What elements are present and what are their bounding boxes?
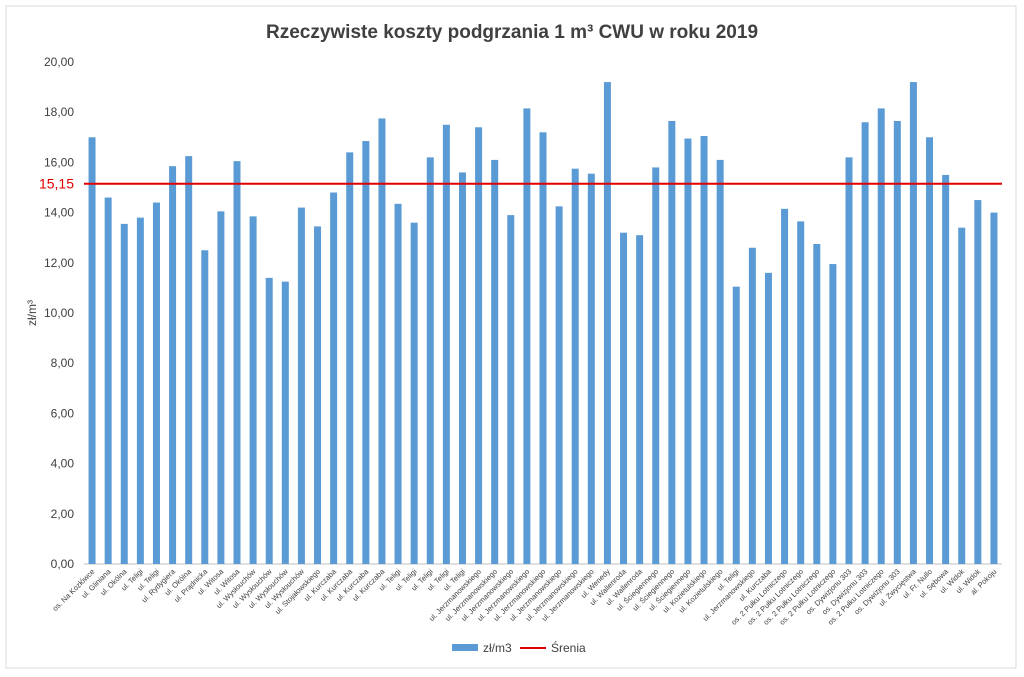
bar — [442, 124, 450, 564]
bar — [926, 137, 934, 565]
bar — [716, 159, 724, 564]
legend-swatch — [452, 644, 478, 651]
y-tick-label: 16,00 — [44, 155, 74, 169]
y-tick-label: 0,00 — [51, 557, 75, 571]
bar — [587, 173, 595, 564]
chart-title: Rzeczywiste koszty podgrzania 1 m³ CWU w… — [266, 22, 758, 43]
bar — [893, 120, 901, 565]
bar — [378, 118, 386, 564]
y-tick-label: 2,00 — [51, 507, 75, 521]
average-label: 15,15 — [39, 176, 74, 192]
bar — [668, 120, 676, 565]
y-axis-label: zł/m³ — [25, 300, 39, 326]
y-tick-label: 4,00 — [51, 457, 75, 471]
bar — [185, 156, 193, 564]
bar — [845, 157, 853, 564]
bar — [652, 167, 660, 565]
bar — [152, 202, 160, 564]
bar — [877, 108, 885, 564]
bar — [314, 226, 322, 564]
y-tick-label: 10,00 — [44, 306, 74, 320]
bar — [990, 212, 998, 564]
bar — [781, 208, 789, 564]
bar — [217, 211, 225, 564]
bar — [958, 227, 966, 564]
bar — [136, 217, 144, 564]
bar — [410, 222, 418, 564]
bar — [297, 207, 305, 564]
bar — [523, 108, 531, 564]
y-tick-label: 20,00 — [44, 55, 74, 69]
bar — [620, 232, 628, 564]
bar — [732, 286, 740, 564]
bar — [475, 127, 483, 564]
bar — [700, 136, 708, 565]
bar — [265, 277, 273, 564]
bar — [491, 159, 499, 564]
bar — [507, 215, 515, 565]
bar — [829, 264, 837, 564]
bar — [426, 157, 434, 564]
bar — [362, 141, 370, 564]
bar — [233, 161, 241, 564]
bar — [684, 138, 692, 564]
bar — [748, 247, 756, 565]
bar — [104, 197, 112, 565]
y-tick-label: 8,00 — [51, 356, 75, 370]
y-tick-label: 12,00 — [44, 256, 74, 270]
bar — [330, 192, 338, 564]
legend-label: Śrenia — [551, 640, 586, 655]
y-tick-label: 6,00 — [51, 406, 75, 420]
bar — [539, 132, 547, 564]
y-tick-label: 18,00 — [44, 105, 74, 119]
bar — [974, 200, 982, 565]
bar — [201, 250, 209, 564]
bar — [764, 272, 772, 564]
bar — [346, 152, 354, 565]
y-tick-label: 14,00 — [44, 206, 74, 220]
bar — [571, 168, 579, 565]
bar — [555, 206, 563, 564]
bar — [861, 122, 869, 565]
bar — [636, 235, 644, 564]
bar — [249, 216, 257, 565]
bar — [394, 203, 402, 564]
bar — [813, 243, 821, 564]
bar — [281, 281, 289, 564]
bar — [88, 137, 96, 565]
bar — [909, 82, 917, 564]
bar — [169, 166, 177, 565]
bar — [458, 172, 466, 564]
bar — [942, 174, 950, 564]
legend-label: zł/m3 — [483, 641, 512, 655]
bar — [797, 221, 805, 564]
bar — [120, 223, 128, 564]
bar — [603, 82, 611, 564]
